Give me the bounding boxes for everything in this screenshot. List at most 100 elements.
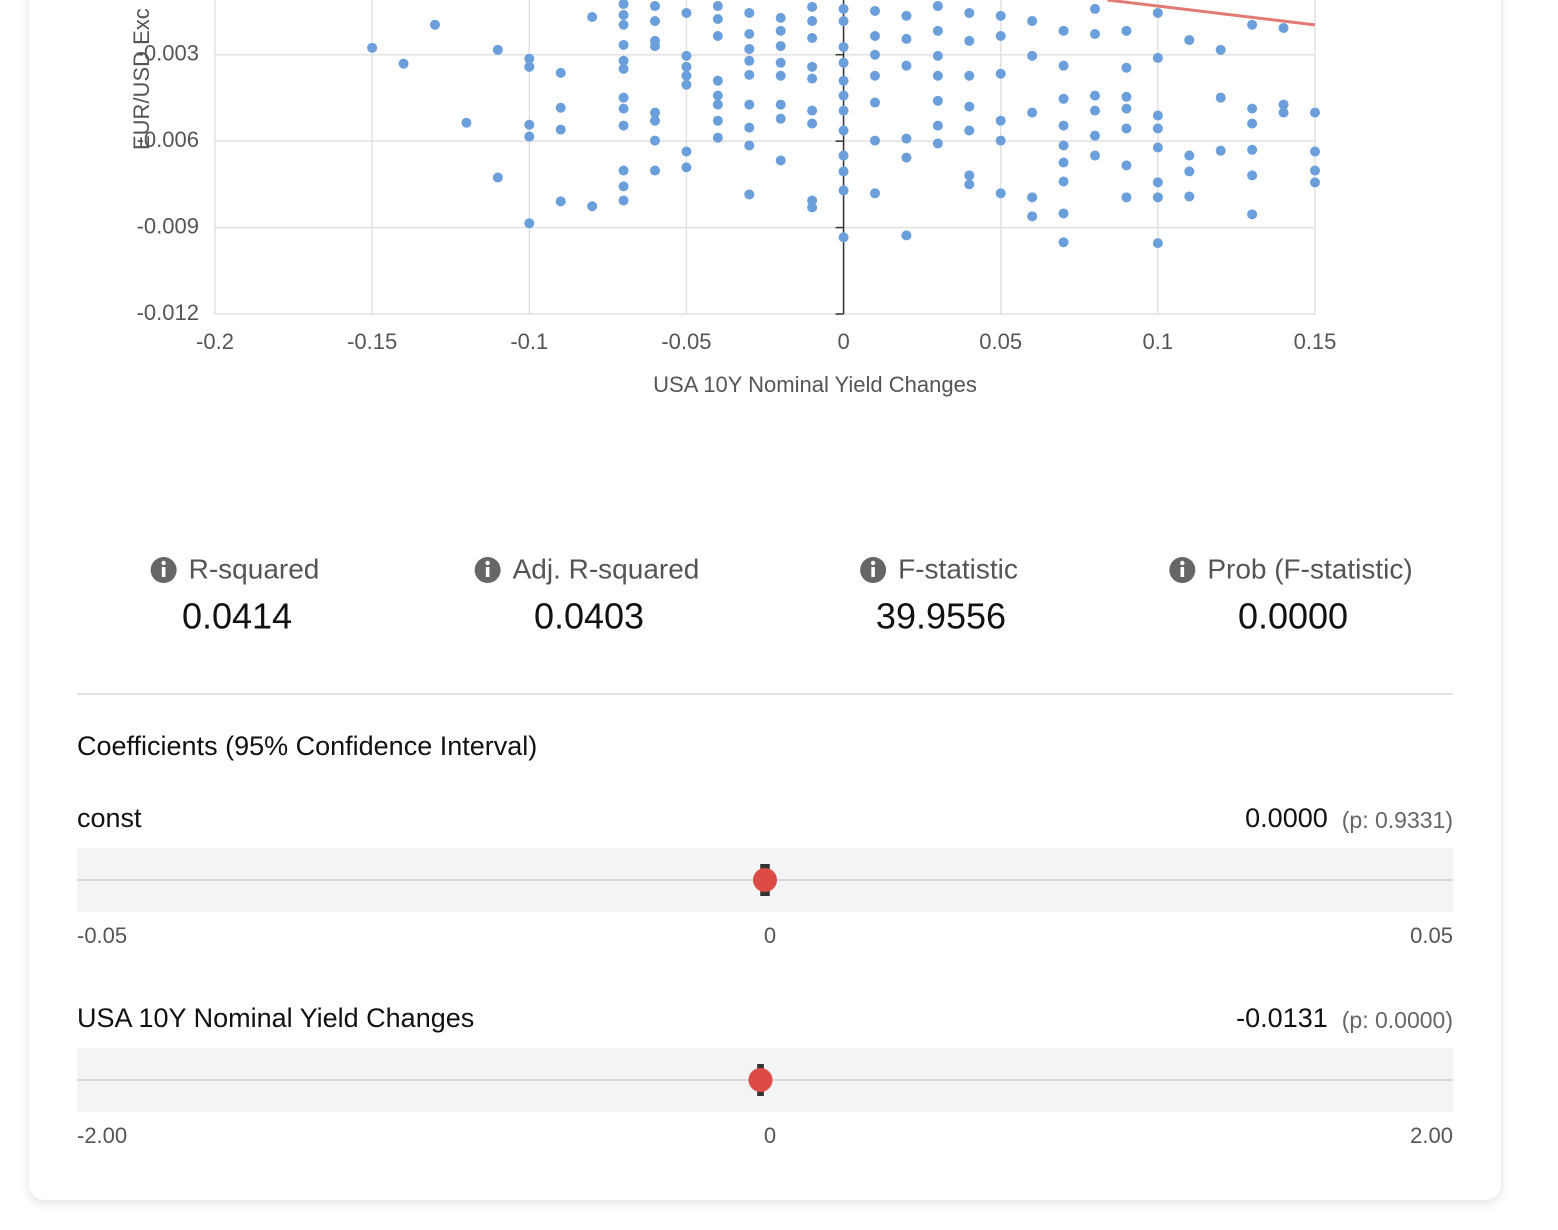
point: [1027, 107, 1038, 118]
point: [492, 172, 503, 183]
point: [681, 162, 692, 173]
point: [524, 61, 535, 72]
point: [807, 16, 818, 27]
point: [775, 25, 786, 36]
point: [618, 0, 629, 10]
point: [650, 115, 660, 126]
ci-tick-label: 2.00: [1410, 1123, 1453, 1148]
point: [524, 218, 535, 229]
point: [1310, 107, 1320, 118]
info-icon-dot: [161, 560, 166, 566]
point: [587, 201, 598, 212]
point: [932, 1, 943, 12]
point: [1152, 192, 1163, 203]
point: [964, 170, 975, 181]
point: [1247, 103, 1258, 114]
point: [901, 133, 912, 144]
point: [807, 1, 818, 12]
y-axis-label: EUR/USD Exc: [129, 8, 154, 150]
trend-line: [1107, 0, 1316, 27]
point: [1121, 25, 1132, 36]
point: [650, 135, 660, 146]
point: [838, 232, 849, 243]
point: [1278, 22, 1289, 33]
point: [1184, 166, 1195, 177]
point: [932, 95, 943, 106]
x-tick-label: 0.15: [1294, 329, 1337, 354]
ci-tick-label: 0.05: [1410, 923, 1453, 948]
point: [1058, 60, 1069, 71]
point: [618, 181, 629, 192]
point: [430, 19, 440, 30]
point: [901, 60, 912, 71]
point: [870, 135, 880, 146]
point: [555, 196, 566, 207]
point: [618, 195, 629, 206]
info-icon-bar: [1180, 567, 1185, 577]
point: [712, 75, 723, 86]
point: [838, 16, 849, 27]
point: [807, 118, 818, 129]
point: [650, 1, 660, 12]
point: [838, 41, 849, 52]
point: [1121, 160, 1132, 171]
point: [1090, 3, 1100, 14]
coef-name: USA 10Y Nominal Yield Changes: [77, 1003, 474, 1033]
point: [901, 152, 912, 163]
point: [618, 92, 629, 103]
point: [964, 70, 975, 81]
point: [1152, 142, 1163, 153]
point: [618, 165, 629, 176]
point: [367, 42, 378, 53]
point: [1184, 191, 1195, 202]
info-icon-dot: [1180, 560, 1185, 566]
point: [524, 53, 535, 64]
point: [744, 7, 755, 18]
point: [712, 31, 723, 42]
point: [901, 230, 912, 241]
point: [1027, 211, 1038, 222]
stat-label: Adj. R-squared: [513, 553, 700, 584]
point: [1058, 120, 1069, 131]
point: [932, 50, 943, 61]
point: [461, 117, 472, 128]
point: [1152, 110, 1163, 121]
stat-value: 0.0000: [1238, 596, 1348, 637]
point: [838, 150, 849, 161]
point: [995, 31, 1006, 42]
point: [870, 49, 880, 60]
ci-tick-label: 0: [764, 1123, 776, 1148]
coef-p: (p: 0.9331): [1342, 807, 1453, 833]
point: [964, 7, 975, 18]
point: [618, 120, 629, 131]
point: [1090, 105, 1100, 116]
point: [1090, 150, 1100, 161]
point: [775, 99, 786, 110]
point: [1310, 177, 1320, 188]
point: [712, 115, 723, 126]
point: [744, 140, 755, 151]
point: [712, 1, 723, 12]
point: [744, 69, 755, 80]
point: [838, 185, 849, 196]
point: [650, 165, 660, 176]
stat-label: Prob (F-statistic): [1207, 553, 1412, 584]
point: [838, 57, 849, 68]
point: [1121, 123, 1132, 134]
point: [1058, 157, 1069, 168]
point: [1152, 52, 1163, 63]
point: [870, 188, 880, 199]
point: [1152, 238, 1163, 249]
point: [681, 146, 692, 157]
point: [807, 195, 818, 206]
coefficients-title: Coefficients (95% Confidence Interval): [77, 731, 537, 761]
x-tick-label: 0: [837, 329, 849, 354]
stat: F-statistic 39.9556: [860, 553, 1018, 637]
info-icon-dot: [870, 560, 876, 566]
point: [1027, 16, 1038, 27]
point: [618, 55, 629, 66]
x-tick-label: -0.1: [510, 329, 548, 354]
x-tick-label: 0.05: [979, 329, 1022, 354]
stat-value: 0.0414: [182, 596, 292, 637]
ci-tick-label: -0.05: [77, 923, 127, 948]
